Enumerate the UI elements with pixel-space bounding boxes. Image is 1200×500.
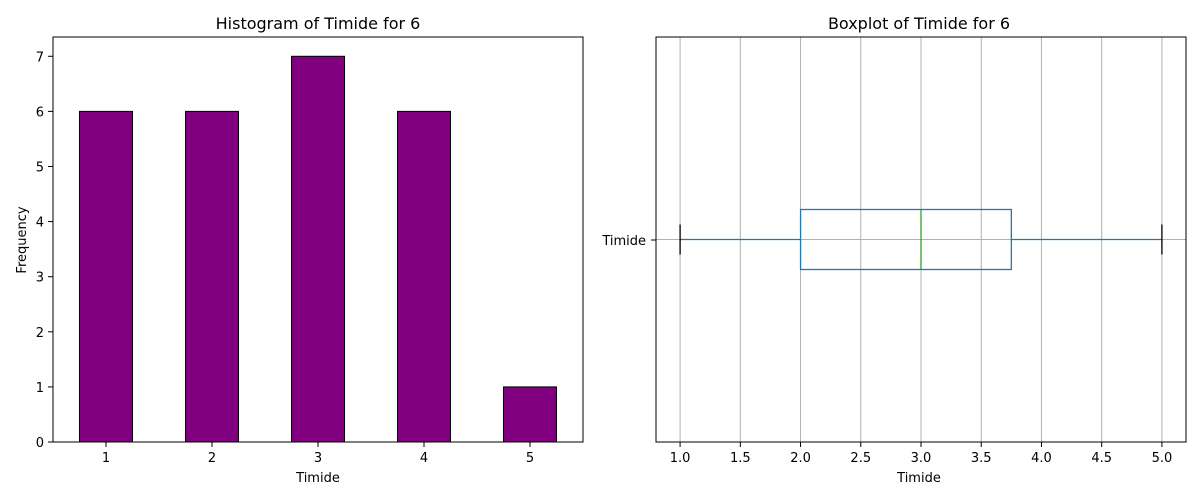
histogram-y-tick-label: 2	[36, 326, 44, 341]
boxplot-chart: Boxplot of Timide for 6 1.0 1.5 2.0 2.5 3.0 3…	[601, 14, 1187, 486]
histogram-y-tick-label: 6	[36, 105, 44, 120]
boxplot-x-ticks: 1.0 1.5 2.0 2.5 3.0 3.5 4.0 4.5 5.0	[670, 442, 1173, 466]
boxplot-x-tick-label: 1.5	[730, 451, 751, 466]
histogram-bar-2	[185, 110, 239, 443]
histogram-y-tick-label: 5	[36, 160, 44, 175]
histogram-y-tick-label: 1	[36, 381, 44, 396]
histogram-x-tick-label: 2	[208, 451, 216, 466]
boxplot-x-tick-label: 5.0	[1152, 451, 1173, 466]
histogram-y-tick-label: 7	[36, 50, 44, 65]
histogram-x-tick-label: 5	[526, 451, 534, 466]
histogram-title: Histogram of Timide for 6	[216, 14, 421, 33]
histogram-bars	[79, 55, 557, 443]
boxplot-marks	[679, 208, 1163, 271]
boxplot-x-tick-label: 2.5	[850, 451, 871, 466]
boxplot-x-tick-label: 2.0	[790, 451, 811, 466]
histogram-chart: Histogram of Timide for 6 1 2 3 4 5 0 1 2 3 4 5 6 7…	[15, 14, 584, 486]
boxplot-box	[799, 208, 1012, 271]
histogram-x-tick-label: 4	[420, 451, 428, 466]
boxplot-x-label: Timide	[896, 471, 941, 486]
histogram-y-tick-label: 4	[36, 216, 44, 231]
boxplot-x-tick-label: 3.0	[911, 451, 932, 466]
histogram-y-tick-label: 0	[36, 436, 44, 451]
histogram-bar-4	[397, 110, 451, 443]
boxplot-x-tick-label: 4.5	[1091, 451, 1112, 466]
boxplot-x-tick-label: 1.0	[670, 451, 691, 466]
histogram-y-ticks: 0 1 2 3 4 5 6 7	[36, 50, 53, 451]
histogram-bar-1	[79, 110, 133, 443]
boxplot-x-tick-label: 4.0	[1031, 451, 1052, 466]
histogram-x-ticks: 1 2 3 4 5	[102, 442, 534, 466]
histogram-frame	[52, 36, 584, 443]
boxplot-x-tick-label: 3.5	[971, 451, 992, 466]
boxplot-title: Boxplot of Timide for 6	[828, 14, 1010, 33]
histogram-x-tick-label: 3	[314, 451, 322, 466]
histogram-bar-3	[291, 55, 345, 443]
boxplot-category-label: Timide	[601, 234, 646, 249]
histogram-x-tick-label: 1	[102, 451, 110, 466]
histogram-y-label: Frequency	[15, 206, 30, 273]
histogram-bar-5	[503, 386, 557, 443]
histogram-y-tick-label: 3	[36, 271, 44, 286]
histogram-x-label: Timide	[295, 471, 340, 486]
